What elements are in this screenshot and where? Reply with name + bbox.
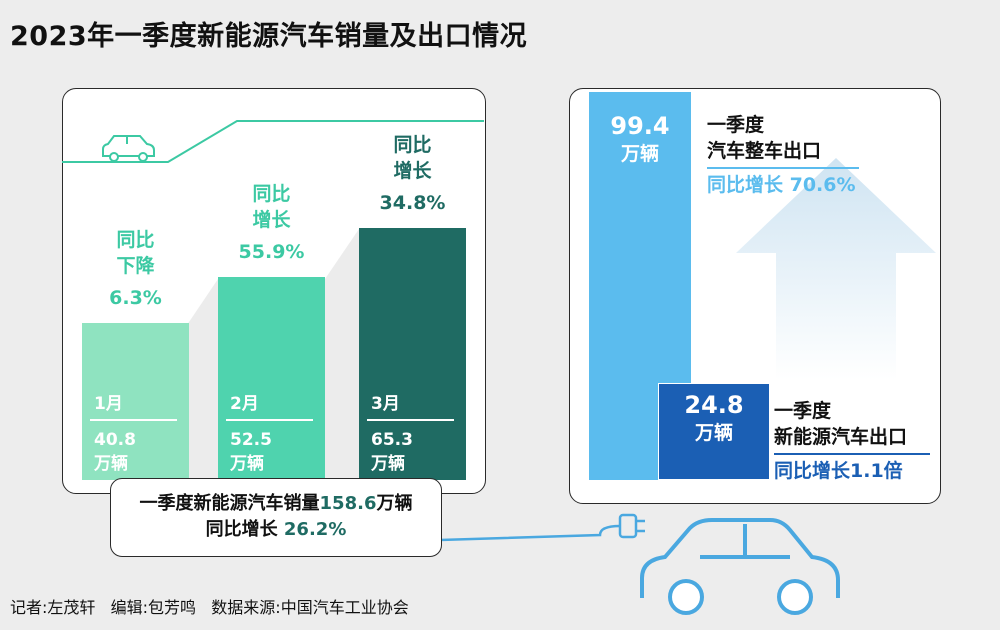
nev-exports-label: 一季度 新能源汽车出口 同比增长1.1倍 [774,398,930,484]
growth-rate: 34.8% [379,191,446,214]
total-growth-value: 26.2% [283,519,347,540]
bar-divider [226,419,313,421]
road-line [62,120,484,163]
vehicle-exports-value: 99.4 万辆 [589,112,691,168]
label-line1: 一季度 [774,400,832,422]
bar-divider [90,419,177,421]
value-number: 52.5 [230,430,272,450]
bar-feb [218,277,325,480]
nev-exports-value: 24.8 万辆 [658,391,770,447]
bar-connector-1 [187,279,218,480]
value-unit: 万辆 [94,454,128,474]
value-unit: 万辆 [694,422,733,445]
value-number: 99.4 [610,112,670,140]
value-unit: 万辆 [371,454,405,474]
value-number: 65.3 [371,430,413,450]
total-line: 一季度新能源汽车销量158.6万辆 [111,491,441,517]
value-unit: 万辆 [620,143,659,165]
growth-line2: 增长 [393,159,432,182]
growth-line2: 增长 [252,209,291,232]
growth-rate: 55.9% [238,241,305,264]
total-growth-prefix: 同比增长 [205,519,284,540]
value-number: 24.8 [684,391,744,420]
vehicle-exports-growth: 同比增长 70.6% [707,173,856,196]
bar-connector-2 [325,229,359,480]
month-label-jan: 1月 [94,394,123,414]
growth-rate: 6.3% [109,286,162,309]
month-label-feb: 2月 [230,394,259,414]
growth-line1: 同比 [116,228,155,251]
total-value: 158.6 [319,493,377,514]
value-label-jan: 40.8 万辆 [94,428,136,476]
label-line2: 汽车整车出口 [707,140,822,162]
growth-arrow [736,158,936,380]
label-line1: 一季度 [707,114,765,136]
bar-nev-exports [658,383,770,480]
total-summary: 一季度新能源汽车销量158.6万辆 同比增长 26.2% [110,478,442,557]
credits-footer: 记者:左茂轩 编辑:包芳鸣 数据来源:中国汽车工业协会 [10,598,409,617]
total-growth-line: 同比增长 26.2% [111,517,441,543]
plug-icon [439,513,645,542]
value-number: 40.8 [94,430,136,450]
value-label-mar: 65.3 万辆 [371,428,413,476]
growth-label-jan: 同比 下降 6.3% [77,227,194,311]
bar-jan [82,322,189,480]
label-divider [774,453,930,455]
bar-divider [367,419,454,421]
bar-mar [359,227,466,480]
chart-title: 2023年一季度新能源汽车销量及出口情况 [10,21,528,52]
vehicle-exports-label: 一季度 汽车整车出口 同比增长 70.6% [707,112,859,198]
electric-car-icon [640,518,840,615]
total-prefix: 一季度新能源汽车销量 [139,493,320,514]
growth-label-feb: 同比 增长 55.9% [213,181,330,265]
growth-label-mar: 同比 增长 34.8% [354,132,471,216]
growth-line1: 同比 [252,183,291,206]
nev-exports-growth: 同比增长1.1倍 [774,459,903,482]
label-line2: 新能源汽车出口 [774,426,908,448]
value-unit: 万辆 [230,454,264,474]
label-divider [707,167,859,169]
growth-line1: 同比 [393,133,432,156]
growth-line2: 下降 [116,254,155,277]
small-car-icon [102,135,155,162]
value-label-feb: 52.5 万辆 [230,428,272,476]
month-label-mar: 3月 [371,394,400,414]
total-unit: 万辆 [376,493,413,514]
